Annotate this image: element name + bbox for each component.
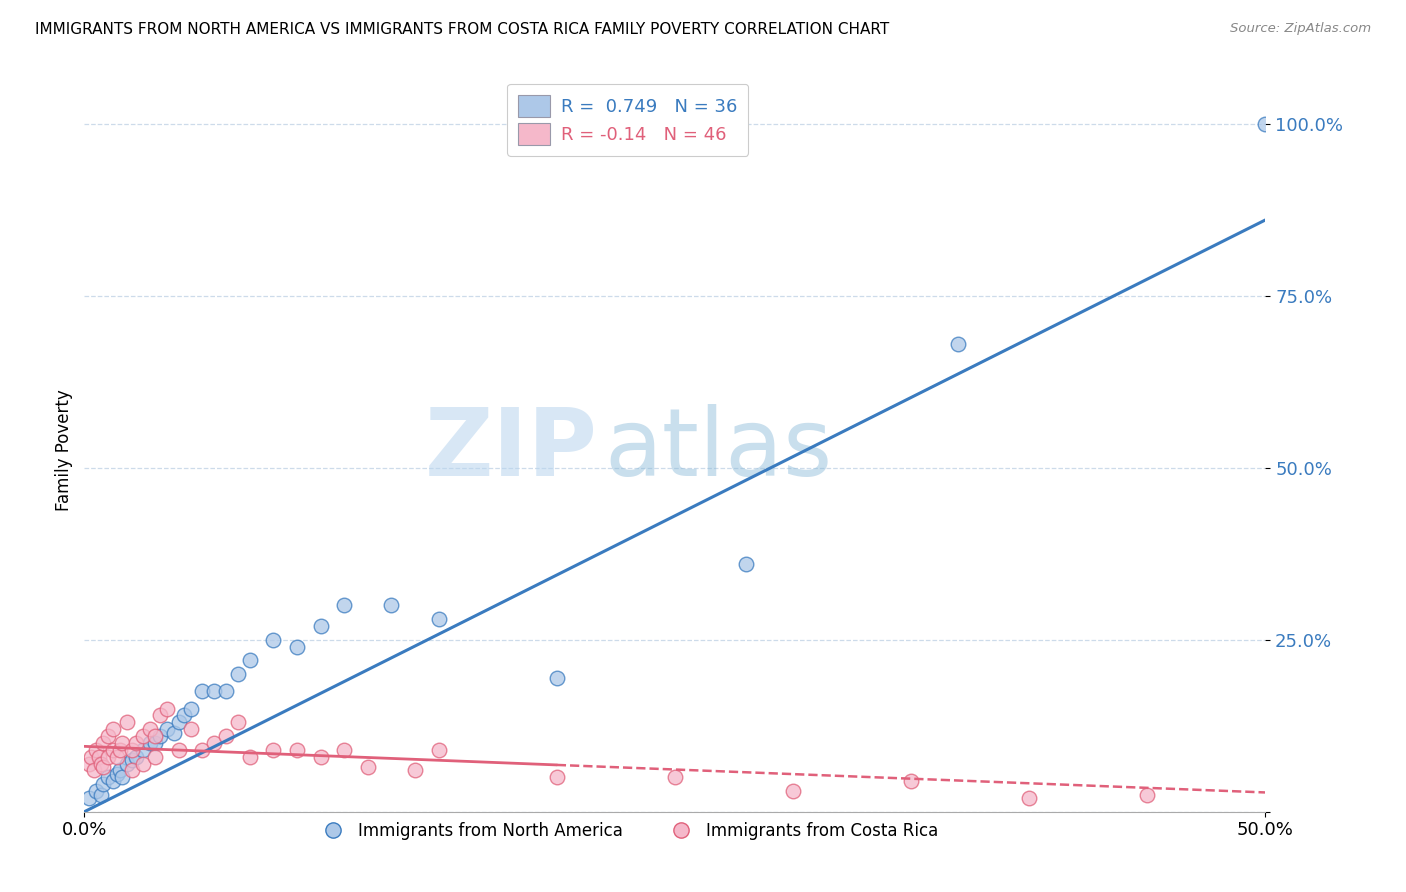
Point — [125, 736, 148, 750]
Point — [262, 743, 284, 757]
Y-axis label: Family Poverty: Family Poverty — [55, 390, 73, 511]
Point — [91, 760, 114, 774]
Point — [202, 736, 225, 750]
Point — [191, 743, 214, 757]
Point — [427, 612, 450, 626]
Point — [125, 749, 148, 764]
Point — [427, 743, 450, 757]
Point — [167, 743, 190, 757]
Point — [215, 684, 238, 698]
Point — [97, 770, 120, 784]
Point — [180, 722, 202, 736]
Point — [87, 749, 110, 764]
Point — [108, 743, 131, 757]
Point — [309, 749, 332, 764]
Point — [285, 743, 308, 757]
Point — [77, 756, 100, 771]
Point — [108, 764, 131, 778]
Point — [91, 777, 114, 791]
Point — [734, 557, 756, 571]
Point — [948, 336, 970, 351]
Point — [239, 653, 262, 667]
Point — [173, 708, 195, 723]
Point — [239, 749, 262, 764]
Point — [143, 729, 166, 743]
Point — [90, 788, 112, 802]
Point — [111, 736, 134, 750]
Point — [1018, 791, 1040, 805]
Point — [111, 770, 134, 784]
Point — [333, 743, 356, 757]
Point — [156, 701, 179, 715]
Point — [664, 770, 686, 784]
Point — [226, 715, 249, 730]
Point — [121, 743, 143, 757]
Point — [357, 760, 380, 774]
Point — [546, 671, 568, 685]
Point — [107, 749, 129, 764]
Point — [143, 749, 166, 764]
Point — [107, 767, 129, 781]
Point — [84, 743, 107, 757]
Point — [132, 743, 155, 757]
Point — [226, 667, 249, 681]
Point — [163, 725, 186, 739]
Text: ZIP: ZIP — [425, 404, 598, 497]
Point — [202, 684, 225, 698]
Point — [101, 773, 124, 788]
Point — [546, 770, 568, 784]
Point — [191, 684, 214, 698]
Point — [97, 749, 120, 764]
Point — [132, 756, 155, 771]
Point — [90, 756, 112, 771]
Point — [309, 619, 332, 633]
Point — [139, 736, 162, 750]
Point — [139, 722, 162, 736]
Point — [149, 708, 172, 723]
Point — [143, 736, 166, 750]
Point — [101, 722, 124, 736]
Text: Source: ZipAtlas.com: Source: ZipAtlas.com — [1230, 22, 1371, 36]
Text: atlas: atlas — [605, 404, 832, 497]
Point — [149, 729, 172, 743]
Text: IMMIGRANTS FROM NORTH AMERICA VS IMMIGRANTS FROM COSTA RICA FAMILY POVERTY CORRE: IMMIGRANTS FROM NORTH AMERICA VS IMMIGRA… — [35, 22, 890, 37]
Point — [180, 701, 202, 715]
Point — [121, 764, 143, 778]
Point — [77, 791, 100, 805]
Point — [1136, 788, 1159, 802]
Point — [91, 736, 114, 750]
Point — [83, 764, 105, 778]
Point — [84, 784, 107, 798]
Point — [380, 599, 402, 613]
Point — [1254, 117, 1277, 131]
Point — [333, 599, 356, 613]
Point — [132, 729, 155, 743]
Point — [121, 753, 143, 767]
Point — [101, 743, 124, 757]
Point — [115, 715, 138, 730]
Point — [404, 764, 426, 778]
Point — [285, 640, 308, 654]
Point — [80, 749, 103, 764]
Point — [215, 729, 238, 743]
Point — [262, 632, 284, 647]
Point — [167, 715, 190, 730]
Point — [782, 784, 804, 798]
Point — [900, 773, 922, 788]
Point — [156, 722, 179, 736]
Point — [115, 756, 138, 771]
Legend: Immigrants from North America, Immigrants from Costa Rica: Immigrants from North America, Immigrant… — [309, 815, 945, 847]
Point — [97, 729, 120, 743]
